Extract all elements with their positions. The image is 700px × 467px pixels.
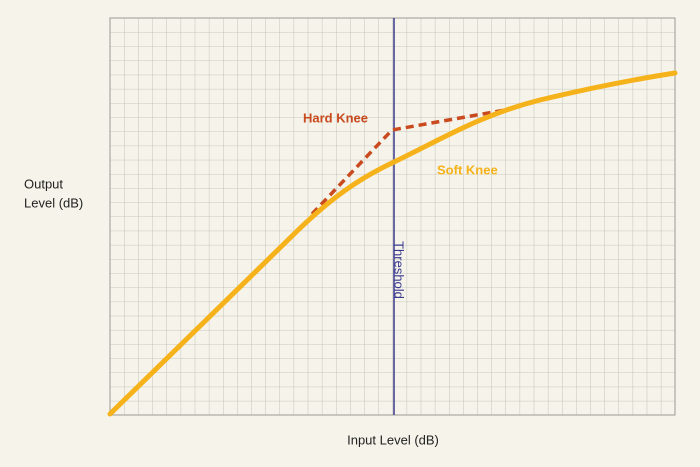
threshold-label: Threshold [392,241,407,299]
y-axis-label: Output [24,176,63,191]
soft-knee-curve [107,70,678,417]
soft-knee-label: Soft Knee [437,162,498,177]
hard-knee-label: Hard Knee [303,110,368,125]
y-axis-label: Level (dB) [24,195,83,210]
x-axis-label: Input Level (dB) [347,432,439,447]
grid [109,17,676,416]
